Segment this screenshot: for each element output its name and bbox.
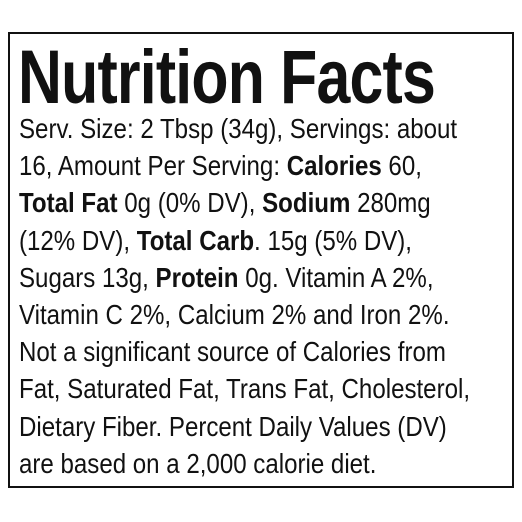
text: 16, Amount Per Serving: [19, 150, 287, 182]
label-title: Nutrition Facts [18, 35, 436, 120]
text-line: 16, Amount Per Serving: Calories 60, [19, 147, 470, 184]
bold-text: Calories [286, 150, 382, 182]
text-line: Serv. Size: 2 Tbsp (34g), Servings: abou… [19, 110, 470, 147]
text: Dietary Fiber. Percent Daily Values (DV) [19, 410, 447, 442]
text: 280mg [350, 187, 431, 219]
label-body: Serv. Size: 2 Tbsp (34g), Servings: abou… [19, 110, 470, 482]
text: Sugars 13g, [19, 261, 156, 293]
text: Serv. Size: 2 Tbsp (34g), Servings: abou… [19, 113, 458, 144]
bold-text: Total Fat [19, 187, 118, 219]
text-line: Not a significant source of Calories fro… [19, 333, 470, 370]
text: (12% DV), [19, 224, 137, 256]
text: 0g. Vitamin A 2%, [238, 261, 434, 293]
text: 0g (0% DV), [117, 187, 263, 219]
text: are based on a 2,000 calorie diet. [19, 447, 377, 479]
text-line: are based on a 2,000 calorie diet. [19, 445, 470, 482]
nutrition-label: Nutrition Facts Serv. Size: 2 Tbsp (34g)… [8, 32, 514, 488]
bold-text: Total Carb [136, 224, 255, 256]
text: 60, [381, 150, 422, 182]
text-line: Fat, Saturated Fat, Trans Fat, Cholester… [19, 370, 470, 407]
text: Fat, Saturated Fat, Trans Fat, Cholester… [19, 373, 471, 405]
text: Vitamin C 2%, Calcium 2% and Iron 2%. [19, 299, 450, 331]
text-line: Total Fat 0g (0% DV), Sodium 280mg [19, 184, 470, 221]
text: Not a significant source of Calories fro… [19, 336, 446, 368]
text-line: (12% DV), Total Carb. 15g (5% DV), [19, 222, 470, 259]
text-line: Vitamin C 2%, Calcium 2% and Iron 2%. [19, 296, 470, 333]
bold-text: Sodium [262, 187, 351, 219]
text-line: Dietary Fiber. Percent Daily Values (DV) [19, 408, 470, 445]
text: . 15g (5% DV), [254, 224, 412, 256]
bold-text: Protein [155, 261, 239, 293]
text-line: Sugars 13g, Protein 0g. Vitamin A 2%, [19, 259, 470, 296]
